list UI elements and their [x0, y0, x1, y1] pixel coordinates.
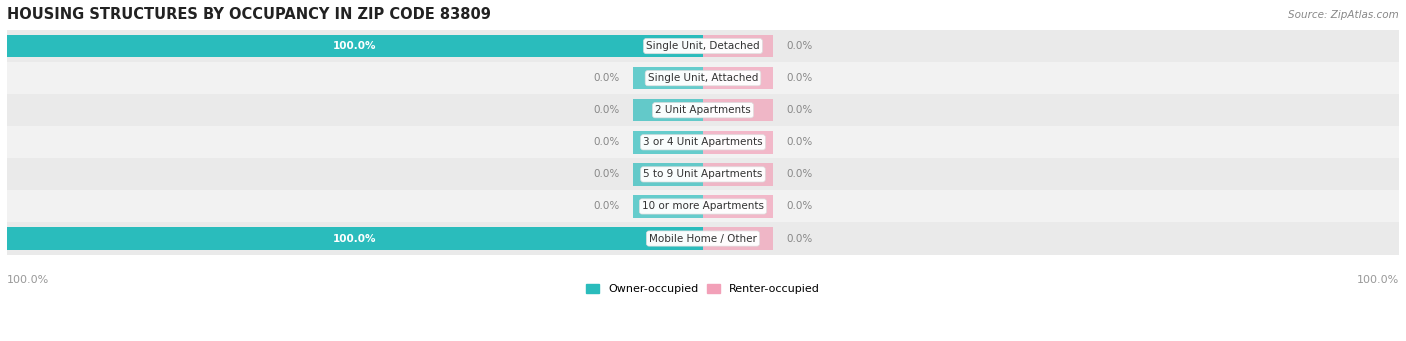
Bar — [633, 163, 703, 186]
Bar — [703, 227, 773, 250]
Text: 0.0%: 0.0% — [786, 41, 813, 51]
Bar — [7, 94, 1399, 126]
Bar — [7, 222, 1399, 255]
Bar — [703, 163, 773, 186]
Bar — [7, 158, 1399, 190]
Bar — [7, 227, 703, 250]
Text: 0.0%: 0.0% — [786, 105, 813, 115]
Text: Single Unit, Detached: Single Unit, Detached — [647, 41, 759, 51]
Text: Single Unit, Attached: Single Unit, Attached — [648, 73, 758, 83]
Bar — [703, 35, 773, 57]
Text: 100.0%: 100.0% — [1357, 276, 1399, 285]
Bar — [7, 190, 1399, 222]
Bar — [703, 131, 773, 153]
Bar — [703, 67, 773, 89]
Bar — [633, 131, 703, 153]
Text: 0.0%: 0.0% — [593, 105, 620, 115]
Text: 0.0%: 0.0% — [786, 234, 813, 243]
Text: 3 or 4 Unit Apartments: 3 or 4 Unit Apartments — [643, 137, 763, 147]
Text: 0.0%: 0.0% — [593, 137, 620, 147]
Text: 0.0%: 0.0% — [786, 169, 813, 179]
Text: 2 Unit Apartments: 2 Unit Apartments — [655, 105, 751, 115]
Bar — [633, 99, 703, 121]
Bar — [7, 62, 1399, 94]
Bar — [633, 195, 703, 218]
Text: 5 to 9 Unit Apartments: 5 to 9 Unit Apartments — [644, 169, 762, 179]
Bar — [7, 30, 1399, 62]
Bar — [633, 67, 703, 89]
Text: 0.0%: 0.0% — [786, 73, 813, 83]
Text: Mobile Home / Other: Mobile Home / Other — [650, 234, 756, 243]
Text: 10 or more Apartments: 10 or more Apartments — [643, 202, 763, 211]
Text: 0.0%: 0.0% — [593, 73, 620, 83]
Text: 100.0%: 100.0% — [7, 276, 49, 285]
Bar — [703, 99, 773, 121]
Text: 0.0%: 0.0% — [786, 202, 813, 211]
Bar — [7, 35, 703, 57]
Text: 100.0%: 100.0% — [333, 41, 377, 51]
Legend: Owner-occupied, Renter-occupied: Owner-occupied, Renter-occupied — [581, 279, 825, 298]
Text: 100.0%: 100.0% — [333, 234, 377, 243]
Text: 0.0%: 0.0% — [593, 169, 620, 179]
Text: 0.0%: 0.0% — [786, 137, 813, 147]
Text: 0.0%: 0.0% — [593, 202, 620, 211]
Text: HOUSING STRUCTURES BY OCCUPANCY IN ZIP CODE 83809: HOUSING STRUCTURES BY OCCUPANCY IN ZIP C… — [7, 7, 491, 22]
Bar — [7, 126, 1399, 158]
Bar — [703, 195, 773, 218]
Text: Source: ZipAtlas.com: Source: ZipAtlas.com — [1288, 10, 1399, 20]
